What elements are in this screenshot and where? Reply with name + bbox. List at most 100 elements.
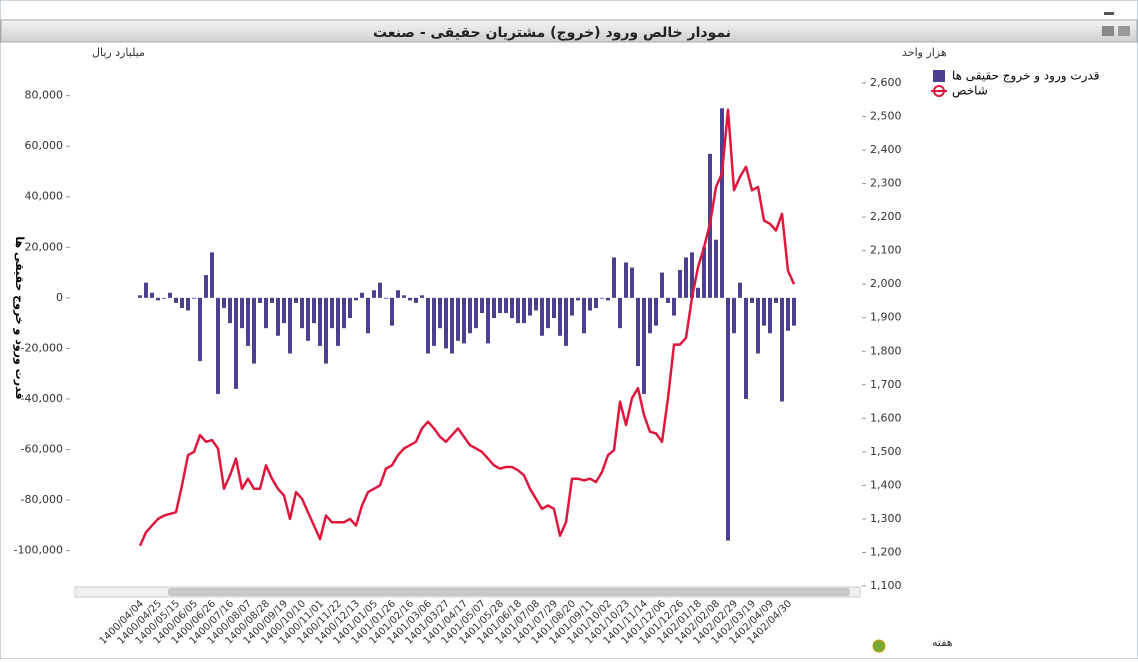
y2-tick-label: 1,300 xyxy=(870,512,902,525)
bar xyxy=(264,297,268,329)
bar xyxy=(240,297,244,329)
bar xyxy=(690,252,694,298)
bar xyxy=(336,297,340,346)
bar xyxy=(378,282,382,298)
bar xyxy=(684,257,688,298)
bar xyxy=(402,295,406,298)
bar xyxy=(594,297,598,308)
y2-tick-label: 1,100 xyxy=(870,579,902,592)
bar xyxy=(288,297,292,354)
bar xyxy=(552,297,556,319)
bar xyxy=(474,297,478,329)
bar xyxy=(306,297,310,341)
minimize-icon[interactable] xyxy=(1104,12,1114,15)
y2-tick-label: 1,900 xyxy=(870,311,902,324)
bar xyxy=(564,297,568,346)
scroll-thumb[interactable] xyxy=(168,588,850,596)
y2-tick-label: 2,600 xyxy=(870,76,902,89)
bar xyxy=(510,297,514,319)
bar xyxy=(756,297,760,354)
bar xyxy=(426,297,430,354)
line xyxy=(138,108,796,547)
y-tick-label: -40,000 xyxy=(21,392,63,405)
bar xyxy=(150,292,154,298)
bar xyxy=(144,282,148,298)
y2-tick-label: 2,000 xyxy=(870,277,902,290)
bar xyxy=(228,297,232,324)
bar xyxy=(414,297,418,303)
bar xyxy=(456,297,460,341)
bar xyxy=(450,297,454,354)
bar xyxy=(570,297,574,316)
bar xyxy=(738,282,742,298)
bar xyxy=(198,297,202,362)
y2-tick-label: 2,300 xyxy=(870,177,902,190)
bar xyxy=(420,295,424,298)
bar xyxy=(576,297,580,301)
x-axis-label: هفته xyxy=(932,636,953,649)
bar xyxy=(444,297,448,349)
bar xyxy=(390,297,394,326)
legend-swatch xyxy=(933,70,945,82)
bar xyxy=(432,297,436,346)
bar xyxy=(522,297,526,324)
bar xyxy=(468,297,472,334)
bar xyxy=(720,108,724,298)
y2-unit: هزار واحد xyxy=(902,46,947,59)
print-icon[interactable] xyxy=(1102,26,1114,36)
bar xyxy=(678,270,682,298)
bar xyxy=(546,297,550,329)
y2-tick-label: 1,800 xyxy=(870,344,902,357)
export-icon[interactable] xyxy=(1118,26,1130,36)
bar xyxy=(234,297,238,389)
bar xyxy=(492,297,496,319)
bar xyxy=(648,297,652,334)
bar xyxy=(360,292,364,298)
bar xyxy=(222,297,226,308)
bar xyxy=(312,297,316,324)
bar xyxy=(588,297,592,311)
bar xyxy=(528,297,532,316)
bar xyxy=(504,297,508,314)
bar xyxy=(696,287,700,298)
bar xyxy=(162,297,166,299)
bar xyxy=(540,297,544,336)
bar xyxy=(792,297,796,326)
bar xyxy=(192,297,196,299)
y-axis-label: قدرت ورود و خروج حقیقی ها xyxy=(12,236,26,399)
y2-tick-label: 2,200 xyxy=(870,210,902,223)
y2-tick-label: 2,500 xyxy=(870,110,902,123)
bar xyxy=(780,297,784,402)
y-tick-label: -80,000 xyxy=(21,493,63,506)
y-unit: میلیارد ریال xyxy=(92,46,145,59)
bar xyxy=(534,297,538,311)
bar xyxy=(174,297,178,303)
y-tick-label: 40,000 xyxy=(25,190,64,203)
bar xyxy=(438,297,442,329)
bar xyxy=(762,297,766,326)
bar xyxy=(480,297,484,314)
bar xyxy=(354,297,358,301)
y2-tick-label: 2,100 xyxy=(870,244,902,257)
bar xyxy=(672,297,676,316)
bar xyxy=(258,297,262,303)
bar xyxy=(714,239,718,298)
bar xyxy=(558,297,562,336)
bar xyxy=(462,297,466,344)
bar xyxy=(786,297,790,331)
bar xyxy=(186,297,190,311)
bar xyxy=(744,297,748,399)
bar xyxy=(342,297,346,329)
bar xyxy=(372,290,376,298)
bar xyxy=(252,297,256,364)
bar xyxy=(168,292,172,298)
bar xyxy=(732,297,736,334)
bar xyxy=(666,297,670,303)
bar xyxy=(516,297,520,324)
bar xyxy=(282,297,286,324)
bar xyxy=(774,297,778,303)
settings-icon[interactable] xyxy=(872,639,886,653)
y2-tick-label: 1,700 xyxy=(870,378,902,391)
bar xyxy=(318,297,322,346)
